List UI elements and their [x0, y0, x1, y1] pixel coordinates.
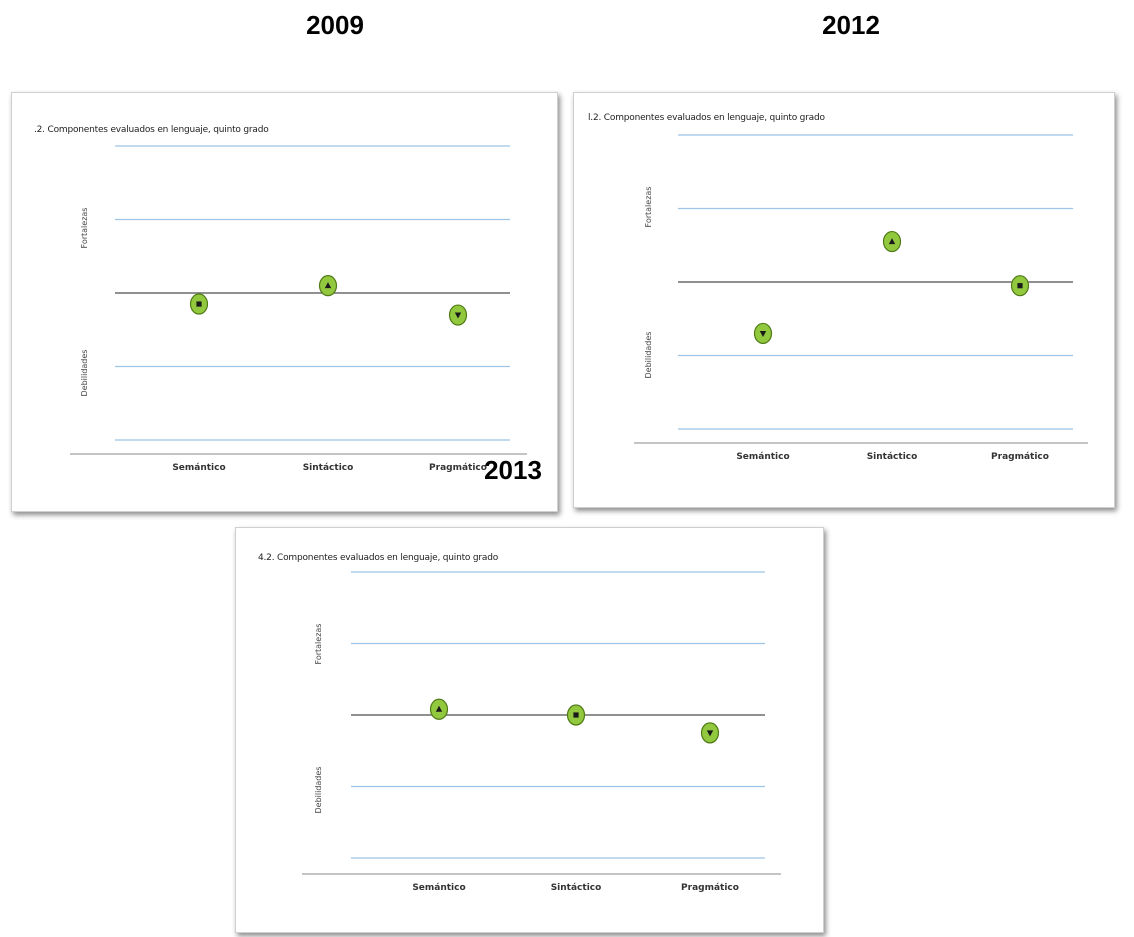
category-label: Semántico	[412, 883, 465, 893]
data-point	[753, 322, 773, 345]
marker-square-glyph	[573, 712, 579, 718]
marker-triangle-up-glyph	[888, 238, 896, 245]
chart-panel-2009: .2. Componentes evaluados en lenguaje, q…	[11, 92, 558, 512]
lower-side-label: Debilidades	[644, 332, 653, 379]
upper-side-label: Fortalezas	[80, 208, 89, 249]
category-label: Pragmático	[991, 452, 1049, 462]
chart-plot: Fortalezas Debilidades Semántico Sintáctico…	[70, 145, 527, 473]
category-label: Sintáctico	[551, 883, 602, 893]
category-label: Sintáctico	[867, 452, 918, 462]
category-label: Pragmático	[681, 883, 739, 893]
data-point	[189, 293, 209, 315]
marker-triangle-down-glyph	[454, 312, 462, 319]
year-label-2009: 2009	[306, 10, 364, 40]
data-point	[448, 304, 468, 326]
data-point	[318, 275, 338, 297]
lower-side-label: Debilidades	[314, 767, 323, 814]
category-label: Semántico	[736, 452, 789, 462]
data-point	[700, 722, 720, 744]
data-point	[1010, 275, 1030, 297]
category-label: Semántico	[172, 463, 225, 473]
chart-panel-2013: 4.2. Componentes evaluados en lenguaje, …	[235, 527, 824, 933]
chart-title: .2. Componentes evaluados en lenguaje, q…	[34, 125, 269, 135]
chart-panel-2012: l.2. Componentes evaluados en lenguaje, …	[573, 92, 1115, 508]
chart-plot: Fortalezas Debilidades Semántico Sintáctico…	[302, 571, 781, 893]
marker-triangle-down-glyph	[706, 730, 714, 737]
upper-side-label: Fortalezas	[314, 624, 323, 665]
chart-title: 4.2. Componentes evaluados en lenguaje, …	[258, 553, 499, 563]
marker-triangle-up-glyph	[324, 282, 332, 289]
marker-triangle-down-glyph	[759, 330, 767, 337]
chart-title: l.2. Componentes evaluados en lenguaje, …	[588, 113, 825, 123]
upper-side-label: Fortalezas	[644, 187, 653, 228]
marker-triangle-up-glyph	[435, 705, 443, 712]
data-point	[566, 704, 586, 726]
year-label-2013: 2013	[484, 455, 542, 485]
data-point	[882, 230, 902, 253]
data-point	[429, 698, 449, 720]
year-label-2012: 2012	[822, 10, 880, 40]
category-label: Pragmático	[429, 463, 487, 473]
chart-plot: Fortalezas Debilidades Semántico Sintáctico…	[634, 134, 1088, 462]
lower-side-label: Debilidades	[80, 350, 89, 397]
marker-square-glyph	[1017, 283, 1023, 289]
marker-square-glyph	[196, 301, 202, 307]
category-label: Sintáctico	[303, 463, 354, 473]
